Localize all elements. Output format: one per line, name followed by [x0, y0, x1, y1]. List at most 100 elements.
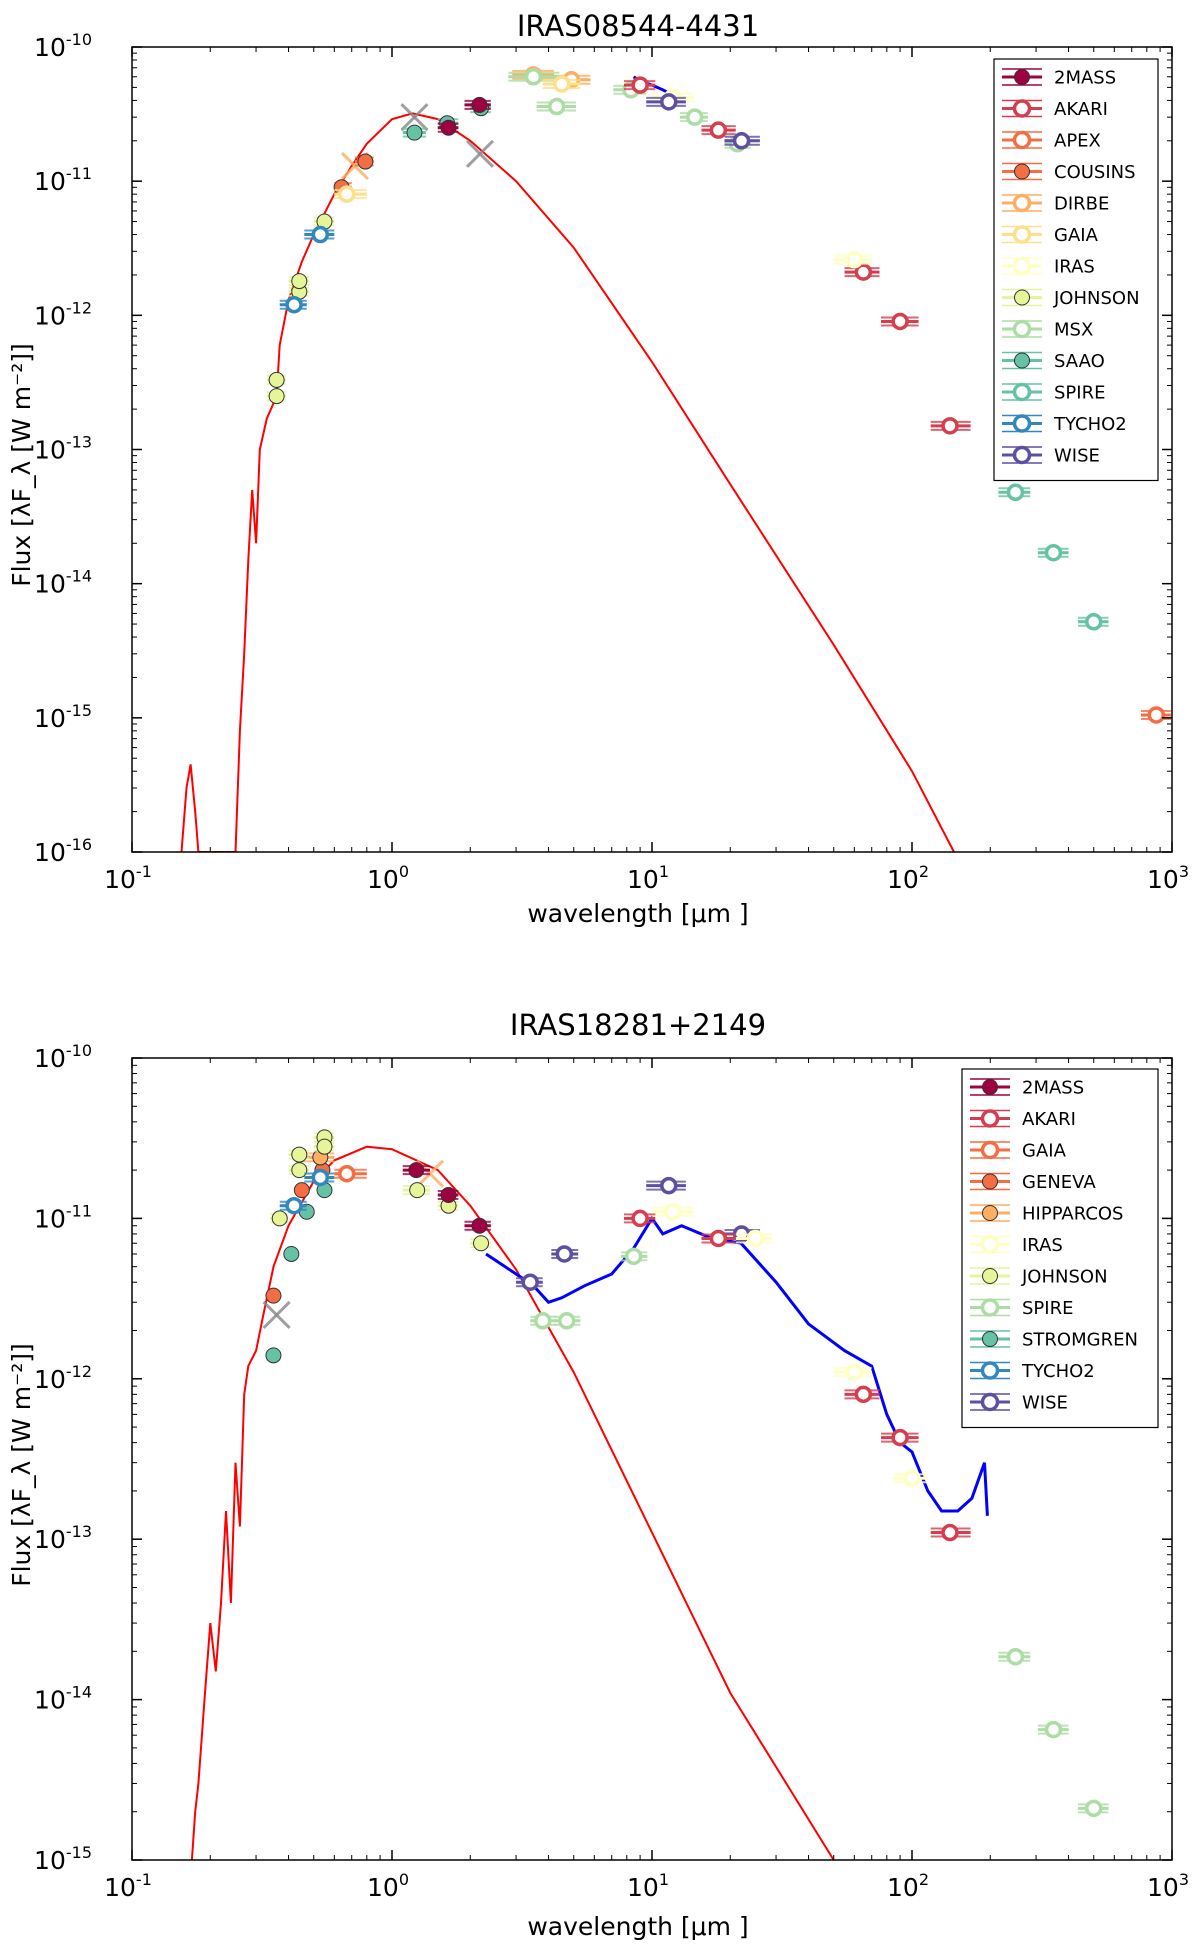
chart-bottom-point-marker — [265, 1347, 282, 1364]
chart-top-point-wise — [724, 132, 760, 150]
chart-bottom-point-johnson — [470, 1235, 491, 1252]
chart-top-point-marker — [547, 97, 566, 116]
chart-top-point-cousins — [354, 153, 374, 170]
chart-bottom-legend-item: IRAS — [970, 1235, 1063, 1256]
chart-top-point-marker — [845, 250, 864, 269]
chart-top-point-marker — [553, 75, 571, 93]
chart-bottom-legend-item: WISE — [970, 1393, 1068, 1414]
chart-top-legend-label: TYCHO2 — [1053, 414, 1127, 435]
chart-bottom-point-wise — [516, 1273, 543, 1291]
chart-bottom-legend-label: 2MASS — [1022, 1078, 1084, 1099]
chart-bottom-point-marker — [709, 1229, 728, 1248]
chart-bottom-legend-swatch-marker — [982, 1331, 998, 1347]
chart-bottom-model-curve — [190, 1145, 835, 1860]
chart-top-legend-item: GAIA — [1002, 225, 1099, 246]
chart-bottom-legend-item: SPIRE — [970, 1298, 1073, 1319]
chart-top-legend-swatch-marker — [1012, 193, 1032, 213]
chart-bottom-legend-item: TYCHO2 — [970, 1361, 1095, 1382]
chart-bottom-point-marker — [291, 1162, 308, 1179]
chart-top-x-tick-label: 100 — [367, 862, 409, 894]
chart-top-legend-swatch-marker — [1012, 445, 1032, 465]
chart-top-legend-swatch-marker — [1012, 382, 1032, 402]
chart-bottom-legend-item: GENEVA — [970, 1172, 1096, 1193]
chart-bottom-point-johnson — [288, 1146, 310, 1163]
chart-top-y-tick-label: 10-12 — [34, 298, 92, 330]
chart-top-x-tick-label: 103 — [1147, 862, 1189, 894]
chart-bottom-legend-label: SPIRE — [1022, 1298, 1073, 1319]
chart-top-legend-swatch-marker — [1014, 163, 1030, 180]
chart-top-point-akari — [623, 76, 656, 94]
chart-top-point-marker — [285, 295, 303, 314]
chart-top-legend-label: IRAS — [1054, 257, 1095, 278]
chart-bottom-legend-item: HIPPARCOS — [970, 1204, 1124, 1225]
chart-bottom-point-iras — [833, 1363, 872, 1381]
chart-bottom-point-stromgren — [265, 1347, 282, 1364]
chart-bottom-point-marker — [533, 1312, 552, 1330]
chart-top-legend-swatch-marker — [1012, 99, 1032, 118]
chart-top-point-akari — [844, 263, 880, 281]
chart-top-x-tick-label: 10-1 — [104, 862, 152, 894]
chart-top-point-marker — [1006, 483, 1025, 502]
chart-top-legend-item: COUSINS — [1002, 162, 1136, 183]
chart-bottom-legend-item: GAIA — [970, 1141, 1067, 1162]
chart-bottom-y-axis-label: Flux [λF_λ [W m⁻²]] — [7, 1343, 36, 1587]
chart-bottom-point-johnson — [313, 1138, 335, 1155]
chart-bottom-point-marker — [473, 1235, 490, 1252]
chart-top-legend-item: SAAO — [1002, 351, 1105, 372]
chart-bottom-legend-swatch-marker — [980, 1392, 1000, 1412]
chart-top-legend-label: SPIRE — [1054, 383, 1105, 404]
chart-bottom-point-marker — [293, 1182, 310, 1199]
chart-bottom-point-tycho2 — [304, 1168, 335, 1187]
chart-bottom-excluded-stroke — [262, 1300, 291, 1330]
chart-bottom-legend-label: WISE — [1022, 1393, 1068, 1414]
chart-top-point-marker — [268, 388, 285, 405]
chart-bottom-point-marker — [311, 1168, 330, 1187]
chart-top-point-johnson — [266, 371, 286, 388]
chart-bottom-legend-swatch-marker — [980, 1140, 1000, 1160]
chart-top-point-marker — [471, 96, 488, 113]
chart-bottom-point-marker — [316, 1138, 333, 1155]
chart-top-legend-item: JOHNSON — [1002, 288, 1140, 309]
chart-top-excluded-stroke — [465, 139, 495, 168]
chart-top-legend-label: GAIA — [1054, 225, 1099, 246]
chart-bottom-point-marker — [891, 1428, 909, 1447]
chart-top-point-akari — [930, 417, 971, 435]
chart-bottom-point-johnson — [270, 1210, 289, 1227]
chart-top-legend-label: AKARI — [1054, 99, 1108, 120]
chart-top-point-akari — [881, 312, 919, 331]
chart-top-x-axis-label: wavelength [μm ] — [527, 899, 748, 928]
chart-bottom-point-wise — [551, 1245, 579, 1263]
chart-top-y-axis-label: Flux [λF_λ [W m⁻²]] — [7, 343, 36, 587]
chart-bottom-point-spire — [530, 1312, 557, 1330]
chart-bottom-point-marker — [631, 1209, 649, 1228]
chart-top-point-marker — [291, 273, 308, 290]
chart-bottom-legend-label: TYCHO2 — [1021, 1361, 1095, 1382]
chart-bottom-point-akari — [844, 1385, 880, 1404]
chart-bottom-legend-swatch-marker — [980, 1298, 1000, 1317]
chart-bottom-point-spire — [998, 1647, 1031, 1666]
chart-top-point-marker — [941, 417, 959, 435]
chart-top-point-spire — [998, 483, 1031, 502]
chart-top-y-tick-label: 10-11 — [34, 164, 92, 196]
chart-bottom-point-johnson — [402, 1182, 430, 1199]
chart-bottom-x-axis: 10-1 100 101 102 103 — [104, 1058, 1189, 1902]
chart-top-plot: 10-1 100 101 102 10310-1010-1110-1210-1310-1… — [34, 30, 1189, 894]
chart-top-point-marker — [524, 68, 543, 86]
chart-bottom-point-2mass — [437, 1186, 459, 1203]
chart-top-point-johnson — [266, 388, 286, 405]
chart-bottom-y-tick-label: 10-15 — [34, 1843, 92, 1875]
chart-bottom-point-akari — [881, 1428, 919, 1447]
chart-top-point-spire — [1037, 543, 1069, 562]
chart-bottom-point-wise — [646, 1176, 686, 1195]
chart-top-y-tick-label: 10-15 — [34, 701, 92, 733]
chart-top-point-marker — [732, 132, 751, 150]
chart-bottom-x-tick-label: 102 — [887, 1870, 929, 1902]
chart-top-point-iras — [833, 250, 872, 269]
chart-top-point-saao — [402, 124, 426, 141]
chart-bottom-legend-item: AKARI — [970, 1109, 1076, 1130]
chart-top-excluded-stroke — [400, 103, 429, 132]
chart-bottom-point-marker — [557, 1312, 576, 1330]
chart-top-point-apex — [1141, 706, 1171, 724]
chart-bottom-excluded-point — [262, 1300, 291, 1330]
